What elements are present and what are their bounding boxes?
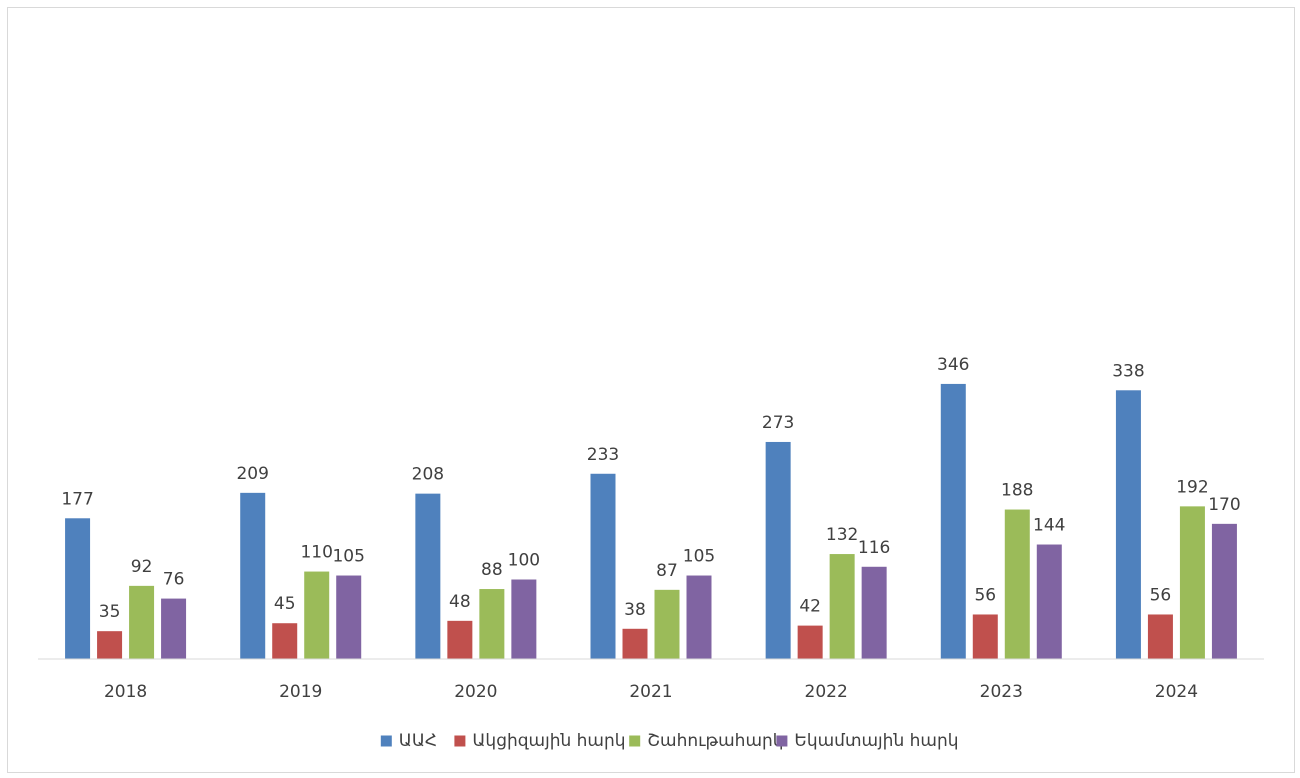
data-label-2024-series-2: 192 — [1176, 477, 1208, 497]
data-label-2023-series-2: 188 — [1001, 481, 1033, 501]
bar-2020-series-1 — [447, 620, 473, 659]
data-label-2020-series-3: 100 — [508, 551, 540, 571]
data-label-2024-series-1: 56 — [1150, 585, 1172, 605]
legend-label-3: Եկամտային հարկ — [794, 731, 958, 751]
data-label-2022-series-1: 42 — [799, 597, 821, 617]
bar-2018-series-0 — [65, 518, 91, 659]
data-label-2020-series-2: 88 — [481, 560, 503, 580]
data-label-2020-series-0: 208 — [412, 465, 444, 485]
bar-2021-series-1 — [622, 628, 648, 659]
data-label-2019-series-2: 110 — [300, 543, 332, 563]
legend-swatch-0 — [380, 735, 392, 747]
x-tick-label-2024: 2024 — [1155, 682, 1198, 702]
data-label-2024-series-3: 170 — [1208, 495, 1240, 515]
bar-2023-series-3 — [1036, 544, 1062, 659]
x-tick-label-2018: 2018 — [104, 682, 147, 702]
bar-2018-series-1 — [97, 631, 123, 659]
bar-2021-series-0 — [590, 473, 616, 659]
bar-2019-series-2 — [304, 571, 330, 659]
legend-swatch-2 — [629, 735, 641, 747]
data-label-2018-series-0: 177 — [61, 489, 93, 509]
data-label-2020-series-1: 48 — [449, 592, 471, 612]
legend-label-2: Շահութահարկ — [647, 731, 783, 751]
data-label-2018-series-1: 35 — [99, 602, 121, 622]
bar-2020-series-2 — [479, 589, 505, 659]
data-label-2019-series-3: 105 — [332, 547, 364, 567]
bar-2022-series-0 — [765, 441, 791, 659]
bar-2020-series-0 — [415, 493, 441, 659]
data-label-2018-series-3: 76 — [163, 570, 185, 590]
bar-2024-series-3 — [1211, 523, 1237, 659]
bar-2022-series-1 — [797, 625, 823, 659]
bar-2024-series-2 — [1179, 506, 1205, 659]
bar-2019-series-3 — [336, 575, 362, 659]
data-label-2021-series-2: 87 — [656, 561, 678, 581]
data-label-2019-series-1: 45 — [274, 594, 296, 614]
bar-2018-series-3 — [161, 598, 187, 659]
x-tick-label-2023: 2023 — [980, 682, 1023, 702]
legend-label-0: ԱԱՀ — [399, 731, 437, 751]
x-tick-label-2020: 2020 — [454, 682, 497, 702]
x-tick-labels-group: 2018 2019 2020 2021 2022 2023 2024 — [104, 682, 1198, 702]
bar-2023-series-0 — [940, 383, 966, 659]
bar-2020-series-3 — [511, 579, 537, 659]
data-label-2023-series-3: 144 — [1033, 516, 1065, 536]
bar-2023-series-1 — [972, 614, 998, 659]
bar-2022-series-3 — [861, 566, 887, 659]
data-label-2018-series-2: 92 — [131, 557, 153, 577]
x-tick-label-2019: 2019 — [279, 682, 322, 702]
bar-2024-series-1 — [1147, 614, 1173, 659]
bar-2018-series-2 — [129, 585, 155, 659]
bar-2022-series-2 — [829, 554, 855, 659]
data-label-2022-series-2: 132 — [826, 525, 858, 545]
legend-swatch-3 — [776, 735, 788, 747]
data-label-2023-series-1: 56 — [974, 585, 996, 605]
data-label-2022-series-0: 273 — [762, 413, 794, 433]
bar-2024-series-0 — [1115, 390, 1141, 659]
chart-frame: 177 35 92 76 209 45 110 105 208 48 88 100 233 38 87 105… — [7, 7, 1295, 773]
bar-2021-series-2 — [654, 589, 680, 659]
data-label-2021-series-1: 38 — [624, 600, 646, 620]
bar-2023-series-2 — [1004, 509, 1030, 659]
data-label-2021-series-3: 105 — [683, 547, 715, 567]
legend-swatch-1 — [454, 735, 466, 747]
data-label-2022-series-3: 116 — [858, 538, 890, 558]
data-label-2019-series-0: 209 — [236, 464, 268, 484]
x-tick-label-2021: 2021 — [629, 682, 672, 702]
bar-2021-series-3 — [686, 575, 712, 659]
x-tick-label-2022: 2022 — [805, 682, 848, 702]
data-label-2023-series-0: 346 — [937, 355, 969, 375]
data-label-2024-series-0: 338 — [1112, 361, 1144, 381]
bars-group — [65, 383, 1237, 659]
legend: ԱԱՀ Ակցիզային հարկ Շահութահարկ Եկամտային հա… — [380, 731, 959, 751]
bar-2019-series-1 — [272, 623, 298, 659]
legend-label-1: Ակցիզային հարկ — [472, 731, 625, 751]
bar-2019-series-0 — [240, 492, 266, 659]
data-label-2021-series-0: 233 — [587, 445, 619, 465]
